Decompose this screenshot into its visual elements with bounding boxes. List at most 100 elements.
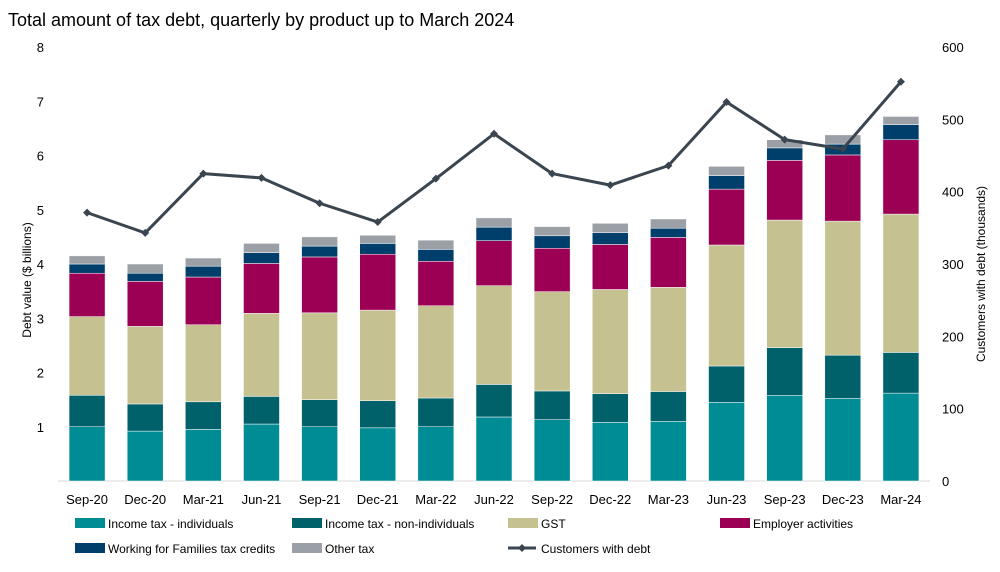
legend-line-marker [518, 544, 526, 552]
legend-swatch [75, 543, 105, 553]
y2-tick-label: 100 [942, 402, 964, 417]
bar-segment [533, 291, 571, 392]
bar-segment [68, 263, 106, 274]
y-tick-label: 2 [37, 366, 44, 381]
customers-point [83, 208, 92, 217]
y-tick-label: 3 [37, 311, 44, 326]
bar-segment [650, 421, 687, 482]
bar-segment [301, 426, 338, 482]
bar-segment [824, 398, 862, 482]
y-tick-label: 5 [37, 203, 44, 218]
legend-swatch [75, 518, 105, 528]
bar-segment [243, 243, 280, 253]
bar-segment [359, 427, 396, 482]
customers-point [664, 161, 673, 170]
customers-point [722, 97, 731, 106]
legend-swatch [292, 543, 322, 553]
bar-segment [766, 395, 803, 482]
x-tick-label: Jun-22 [474, 492, 514, 507]
y2-axis-title: Customers with debt (thousands) [974, 186, 988, 362]
bar-segment [592, 289, 629, 394]
bar-segment [475, 217, 513, 228]
bar-segment [824, 134, 862, 145]
bar-segment [185, 429, 222, 482]
customers-point [373, 218, 382, 227]
customers-point [315, 199, 324, 208]
bar-segment [185, 265, 222, 278]
x-tick-label: Sep-20 [66, 492, 108, 507]
y-tick-label: 4 [37, 257, 44, 272]
bar-segment [708, 402, 745, 482]
bar-segment [359, 400, 396, 429]
y-tick-label: 1 [37, 420, 44, 435]
y-axis-title: Debt value ($ billions) [20, 222, 34, 337]
y2-tick-label: 400 [942, 185, 964, 200]
x-tick-label: Dec-23 [822, 492, 864, 507]
customers-point [490, 129, 498, 138]
bar-segment [301, 256, 338, 314]
bar-segment [417, 426, 455, 482]
customers-point [838, 144, 847, 153]
x-tick-label: Mar-23 [648, 492, 689, 507]
y-tick-label: 7 [37, 94, 44, 109]
bar-segment [417, 249, 455, 262]
x-tick-label: Mar-24 [880, 492, 921, 507]
bar-segment [126, 403, 164, 432]
bar-segment [592, 244, 629, 290]
bar-segment [185, 276, 222, 326]
legend-label: GST [541, 517, 566, 531]
bar-segment [882, 139, 920, 215]
y-tick-label: 8 [37, 40, 44, 55]
bar-segment [708, 175, 745, 190]
bar-segment [766, 347, 803, 396]
bar-segment [417, 305, 455, 399]
bar-segment [185, 324, 222, 403]
y-tick-label: 6 [37, 149, 44, 164]
y2-tick-label: 300 [942, 257, 964, 272]
bar-segment [882, 124, 920, 141]
customers-point [431, 174, 440, 183]
bar-segment [592, 223, 629, 233]
bar-segment [533, 248, 571, 292]
bar-segment [126, 272, 164, 282]
bar-segment [126, 430, 164, 482]
bar-segment [359, 253, 396, 311]
bar-segment [359, 243, 396, 255]
legend-label: Customers with debt [541, 542, 651, 556]
bar-segment [475, 285, 513, 385]
bar-segment [533, 235, 571, 249]
bar-segment [301, 399, 338, 427]
bar-segment [475, 226, 513, 241]
legend-swatch [508, 518, 538, 528]
x-tick-label: Sep-23 [764, 492, 806, 507]
legend-swatch [720, 518, 750, 528]
bar-segment [475, 384, 513, 418]
bar-segment [882, 392, 920, 482]
bar-segment [417, 239, 455, 250]
bar-segment [243, 313, 280, 397]
x-tick-label: Jun-21 [242, 492, 282, 507]
legend-label: Income tax - non-individuals [325, 517, 474, 531]
customers-point [896, 77, 905, 86]
bar-segment [301, 312, 338, 400]
bar-segment [301, 236, 338, 247]
y2-tick-label: 0 [942, 474, 949, 489]
bar-segment [592, 422, 629, 482]
bar-segment [68, 395, 106, 428]
legend-label: Working for Families tax credits [108, 542, 275, 556]
x-tick-label: Sep-21 [299, 492, 341, 507]
bar-segment [766, 219, 803, 348]
bar-segment [592, 232, 629, 245]
bar-segment [824, 154, 862, 222]
x-tick-label: Dec-20 [124, 492, 166, 507]
x-tick-label: Dec-22 [589, 492, 631, 507]
bar-segment [708, 166, 745, 176]
customers-point [606, 181, 615, 190]
bar-segment [185, 257, 222, 267]
bar-segment [243, 396, 280, 425]
customers-point [548, 169, 557, 178]
bar-segment [417, 261, 455, 307]
bar-segment [824, 354, 862, 399]
